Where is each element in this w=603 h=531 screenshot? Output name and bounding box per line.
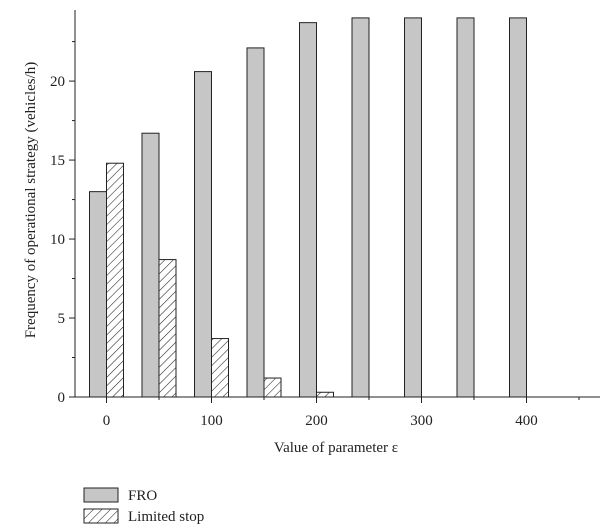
y-tick-label: 10 bbox=[50, 232, 65, 248]
legend-swatch-limited-stop bbox=[83, 508, 119, 524]
bar-fro-200 bbox=[299, 22, 317, 398]
x-axis-ticks: 0 100 200 300 400 bbox=[103, 397, 580, 429]
bar-fro-150 bbox=[246, 47, 265, 398]
bar-fro-0 bbox=[89, 191, 107, 398]
axes bbox=[74, 10, 600, 398]
legend-swatch-fro bbox=[83, 487, 119, 503]
x-tick-label: 400 bbox=[515, 413, 538, 429]
y-tick-label: 20 bbox=[50, 74, 65, 90]
x-axis-label: Value of parameter ε bbox=[274, 440, 398, 456]
bar-fro-400 bbox=[509, 17, 527, 398]
y-tick-label: 5 bbox=[58, 311, 66, 327]
x-tick-label: 100 bbox=[200, 413, 223, 429]
x-tick-label: 200 bbox=[305, 413, 328, 429]
bar-limited-stop-0 bbox=[106, 162, 124, 398]
bar-fro-300 bbox=[404, 17, 422, 398]
bar-fro-100 bbox=[194, 71, 212, 398]
y-axis-ticks: 0 5 10 15 20 bbox=[50, 41, 75, 406]
bar-limited-stop-100 bbox=[211, 338, 229, 398]
bar-limited-stop-150 bbox=[263, 377, 282, 398]
bar-fro-250 bbox=[351, 17, 370, 398]
x-tick-label: 300 bbox=[410, 413, 433, 429]
x-tick-label: 0 bbox=[103, 413, 111, 429]
legend-label-limited-stop: Limited stop bbox=[128, 509, 204, 525]
bars bbox=[89, 17, 527, 398]
bar-limited-stop-50 bbox=[158, 259, 177, 398]
bar-fro-50 bbox=[141, 132, 160, 398]
legend: FRO Limited stop bbox=[83, 487, 204, 525]
y-tick-label: 0 bbox=[58, 390, 66, 406]
bar-fro-350 bbox=[456, 17, 475, 398]
bar-limited-stop-200 bbox=[316, 391, 334, 398]
y-axis-label: Frequency of operational strategy (vehic… bbox=[23, 62, 39, 339]
legend-label-fro: FRO bbox=[128, 488, 157, 504]
y-tick-label: 15 bbox=[50, 153, 65, 169]
